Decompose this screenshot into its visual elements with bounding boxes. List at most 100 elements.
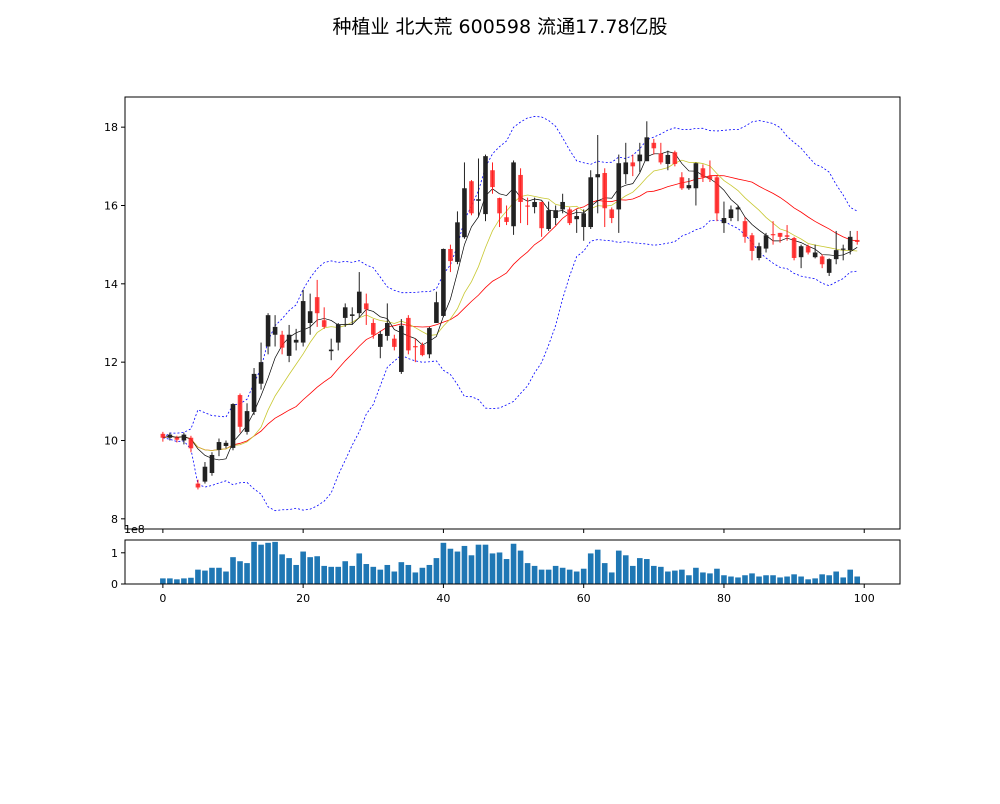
candle-body	[286, 334, 292, 356]
candle-body	[651, 142, 657, 149]
volume-bar	[559, 567, 566, 584]
candle-body	[279, 334, 285, 348]
candle-body	[497, 198, 502, 214]
volume-bar	[468, 555, 475, 584]
candle	[188, 435, 194, 453]
candle-body	[735, 207, 741, 210]
volume-bar	[342, 561, 349, 584]
candle-body	[658, 153, 664, 163]
candle	[742, 217, 748, 243]
candle	[728, 205, 734, 222]
candle	[490, 162, 495, 194]
candle-body	[188, 437, 194, 449]
candle	[511, 160, 516, 235]
candle	[392, 334, 397, 351]
candle	[756, 242, 762, 261]
candle-body	[784, 235, 790, 237]
candle	[258, 342, 264, 390]
candle	[370, 319, 376, 339]
volume-bar	[349, 565, 356, 584]
candle-body	[377, 333, 383, 347]
candle	[749, 232, 755, 261]
candle-body	[588, 177, 594, 228]
candle	[714, 176, 720, 222]
candle-body	[693, 163, 699, 189]
candle	[160, 431, 166, 442]
candle	[672, 150, 678, 167]
volume-bar	[791, 574, 797, 584]
candle-body	[581, 213, 586, 228]
candle-body	[805, 246, 811, 253]
candle	[630, 154, 636, 177]
candle	[244, 403, 250, 435]
candle-body	[237, 395, 243, 427]
x-tick-label: 60	[577, 592, 591, 605]
candle	[763, 232, 769, 253]
candle	[469, 180, 474, 216]
candle	[658, 142, 664, 165]
volume-bar	[293, 564, 299, 584]
candle	[770, 221, 776, 245]
x-tick-label: 0	[159, 592, 166, 605]
volume-bar	[524, 563, 531, 584]
candle	[237, 393, 243, 433]
candle-body	[637, 154, 643, 162]
candle	[686, 178, 692, 190]
chart-title: 种植业 北大荒 600598 流通17.78亿股	[332, 16, 667, 38]
volume-bar	[202, 570, 208, 584]
volume-bar	[370, 566, 377, 584]
volume-bar	[454, 551, 461, 584]
volume-bar	[356, 553, 363, 584]
volume-bar	[384, 564, 391, 584]
candle	[448, 244, 453, 273]
candle-body	[181, 434, 187, 441]
candle	[651, 138, 657, 155]
candle-body	[644, 137, 650, 162]
x-tick-label: 80	[717, 592, 731, 605]
volume-bar	[503, 559, 510, 584]
candle-body	[560, 201, 565, 210]
candle-body	[602, 172, 608, 209]
ma20-line	[162, 175, 858, 451]
volume-y-tick-label: 1	[111, 547, 118, 560]
volume-y-tick-label: 0	[111, 578, 118, 591]
candle-body	[307, 311, 313, 323]
volume-bar	[812, 578, 818, 584]
ma10-line	[162, 159, 858, 451]
candle-body	[427, 328, 432, 355]
volume-bar	[819, 574, 825, 584]
candle-body	[244, 411, 250, 432]
candle	[504, 205, 509, 226]
candle-body	[434, 302, 439, 323]
volume-bar	[636, 558, 643, 584]
candle	[328, 338, 334, 361]
candle-body	[623, 162, 629, 175]
volume-bar	[826, 575, 832, 584]
volume-bar	[763, 575, 769, 584]
candle	[300, 289, 306, 347]
candle-body	[363, 303, 369, 310]
candle-body	[686, 185, 692, 189]
volume-axes-frame	[124, 539, 901, 585]
candle-body	[700, 168, 706, 178]
volume-bar	[475, 544, 482, 584]
candle-body	[714, 177, 720, 214]
volume-bar	[854, 576, 861, 584]
volume-bar	[742, 575, 748, 584]
candle	[574, 209, 579, 233]
candle	[174, 435, 180, 443]
y-tick-label: 10	[104, 434, 118, 447]
candle-body	[174, 437, 180, 440]
volume-bar	[433, 558, 440, 584]
candle-body	[413, 346, 418, 348]
volume-bar	[447, 548, 454, 584]
volume-bar	[412, 572, 419, 584]
candle-body	[812, 252, 818, 258]
candle-body	[251, 373, 257, 412]
candle-body	[721, 218, 727, 224]
volume-bar	[601, 563, 608, 584]
volume-offset-label: 1e8	[124, 523, 145, 536]
volume-bar	[440, 542, 447, 584]
candle-body	[546, 210, 551, 229]
